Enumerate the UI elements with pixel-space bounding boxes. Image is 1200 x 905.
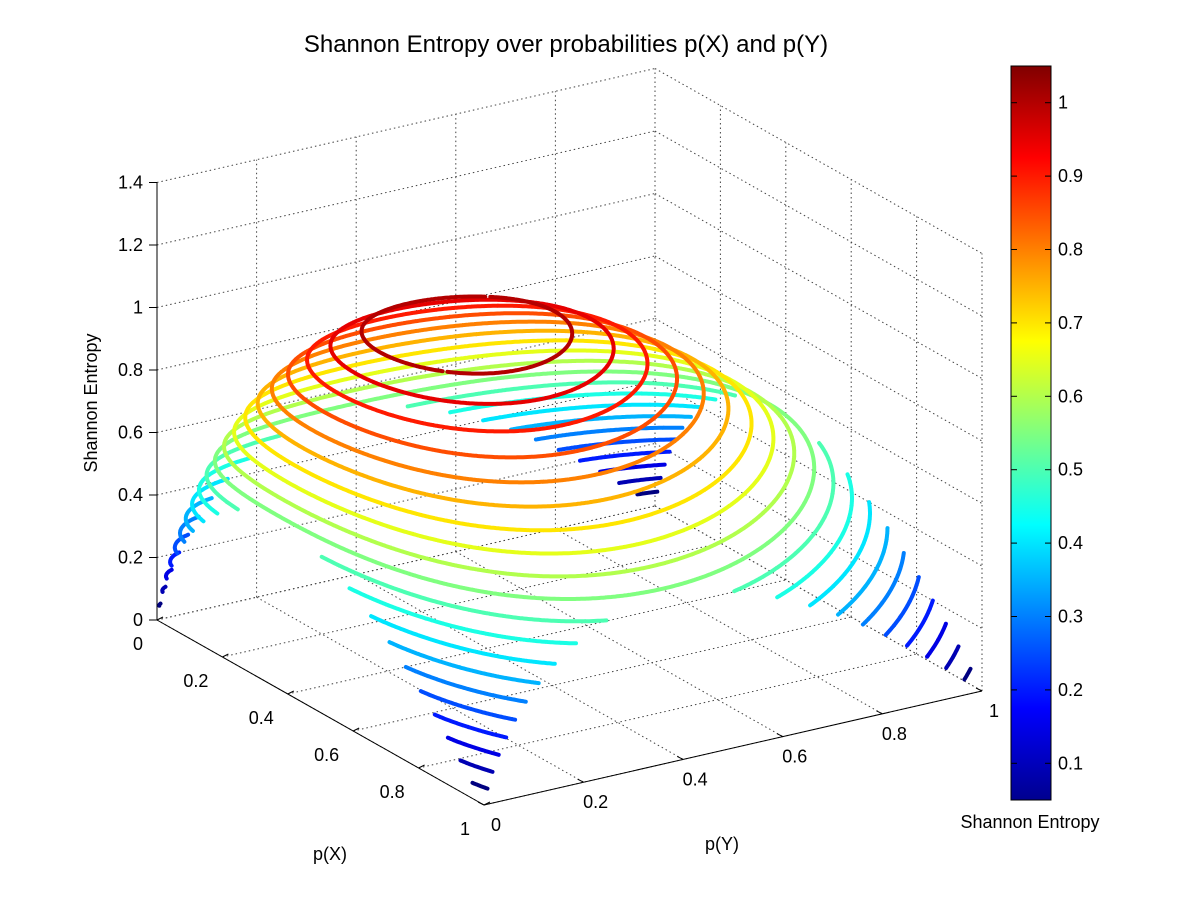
wall-grid-line — [654, 130, 983, 317]
contour-line — [160, 475, 961, 774]
axis-ticks: 0 0.2 0.4 0.6 0.8 1 0 0.2 0.4 0.6 0.8 1 0 0.2 0.4 0.6 0.… — [118, 173, 999, 840]
wall-grid-line — [654, 318, 983, 504]
wall-grid-line — [156, 318, 656, 433]
z-tick-label: 1 — [133, 298, 143, 318]
floor-grid-line — [222, 542, 721, 658]
x-axis-label: p(X) — [313, 844, 347, 864]
y-axis-label: p(Y) — [705, 834, 739, 854]
colorbar-tick-label: 0.2 — [1058, 680, 1083, 700]
x-tick-mark — [483, 801, 491, 806]
y-tick-mark — [975, 687, 983, 692]
y-tick-label: 0 — [491, 815, 501, 835]
contour-line — [232, 348, 776, 556]
colorbar-tick-label: 0.1 — [1058, 753, 1083, 773]
contour-line — [359, 294, 575, 376]
wall-grid-line — [654, 193, 983, 379]
y-tick-label: 0.8 — [882, 724, 907, 744]
colorbar-tick-label: 0.7 — [1058, 313, 1083, 333]
x-tick-label: 0.6 — [314, 745, 339, 765]
x-tick-label: 0.2 — [183, 671, 208, 691]
x-tick-mark — [352, 727, 360, 732]
x-tick-label: 0 — [133, 634, 143, 654]
colorbar-tick-label: 0.3 — [1058, 607, 1083, 627]
z-tick-label: 0.2 — [118, 548, 143, 568]
contour-line — [286, 311, 679, 460]
y-axis-line — [483, 690, 983, 806]
wall-grid-line — [654, 380, 983, 567]
contour-line — [222, 358, 797, 579]
x-tick-mark — [418, 764, 425, 769]
y-tick-mark — [876, 710, 883, 715]
contour-line — [157, 489, 973, 791]
z-axis-label: Shannon Entropy — [81, 333, 101, 472]
wall-grid-line — [156, 193, 656, 308]
y-tick-mark — [577, 778, 584, 783]
contour-line — [168, 449, 935, 740]
y-tick-mark — [676, 755, 684, 760]
z-tick-label: 1.4 — [118, 173, 143, 193]
y-tick-label: 0.6 — [782, 747, 807, 767]
colorbar-label: Shannon Entropy — [960, 812, 1099, 832]
y-tick-mark — [477, 801, 485, 806]
colorbar-tick-label: 0.6 — [1058, 386, 1083, 406]
x-axis-line — [156, 619, 485, 806]
contour-line — [172, 437, 921, 722]
z-tick-label: 0 — [133, 610, 143, 630]
contour-line — [305, 303, 650, 434]
y-tick-label: 0.2 — [583, 792, 608, 812]
x-tick-label: 0.8 — [380, 782, 405, 802]
colorbar-tick-label: 0.9 — [1058, 166, 1083, 186]
wall-grid-line — [156, 68, 656, 183]
x-tick-label: 1 — [460, 819, 470, 839]
y-tick-label: 0.4 — [683, 769, 708, 789]
z-tick-label: 0.8 — [118, 360, 143, 380]
colorbar-tick-label: 0.5 — [1058, 460, 1083, 480]
colorbar-tick-label: 1 — [1058, 93, 1068, 113]
colorbar-ticks: 0.1 0.2 0.3 0.4 0.5 0.6 0.7 0.8 0.9 1 — [1011, 93, 1083, 773]
colorbar-gradient — [1010, 65, 1052, 801]
x-tick-mark — [156, 616, 164, 621]
x-tick-label: 0.4 — [249, 708, 274, 728]
z-tick-label: 0.6 — [118, 423, 143, 443]
wall-grid-line — [654, 68, 983, 254]
contour-lines — [157, 294, 973, 791]
x-tick-mark — [287, 690, 295, 695]
chart-title: Shannon Entropy over probabilities p(X) … — [304, 31, 828, 58]
colorbar-tick-label: 0.8 — [1058, 240, 1083, 260]
floor-grid-line — [455, 551, 784, 738]
y-tick-mark — [776, 733, 784, 738]
y-tick-label: 1 — [989, 701, 999, 721]
wall-grid-line — [654, 255, 983, 442]
contour-line — [243, 338, 754, 533]
contour-line — [212, 369, 817, 601]
wall-grid-line — [156, 130, 656, 246]
x-tick-mark — [222, 653, 229, 658]
wall-grid-line — [156, 505, 656, 621]
contour-line — [178, 425, 906, 704]
colorbar-tick-label: 0.4 — [1058, 533, 1083, 553]
z-tick-label: 0.4 — [118, 485, 143, 505]
contour-line — [255, 328, 731, 509]
colorbar: 0.1 0.2 0.3 0.4 0.5 0.6 0.7 0.8 0.9 1 Shannon Ent… — [960, 65, 1100, 832]
z-tick-label: 1.2 — [118, 235, 143, 255]
